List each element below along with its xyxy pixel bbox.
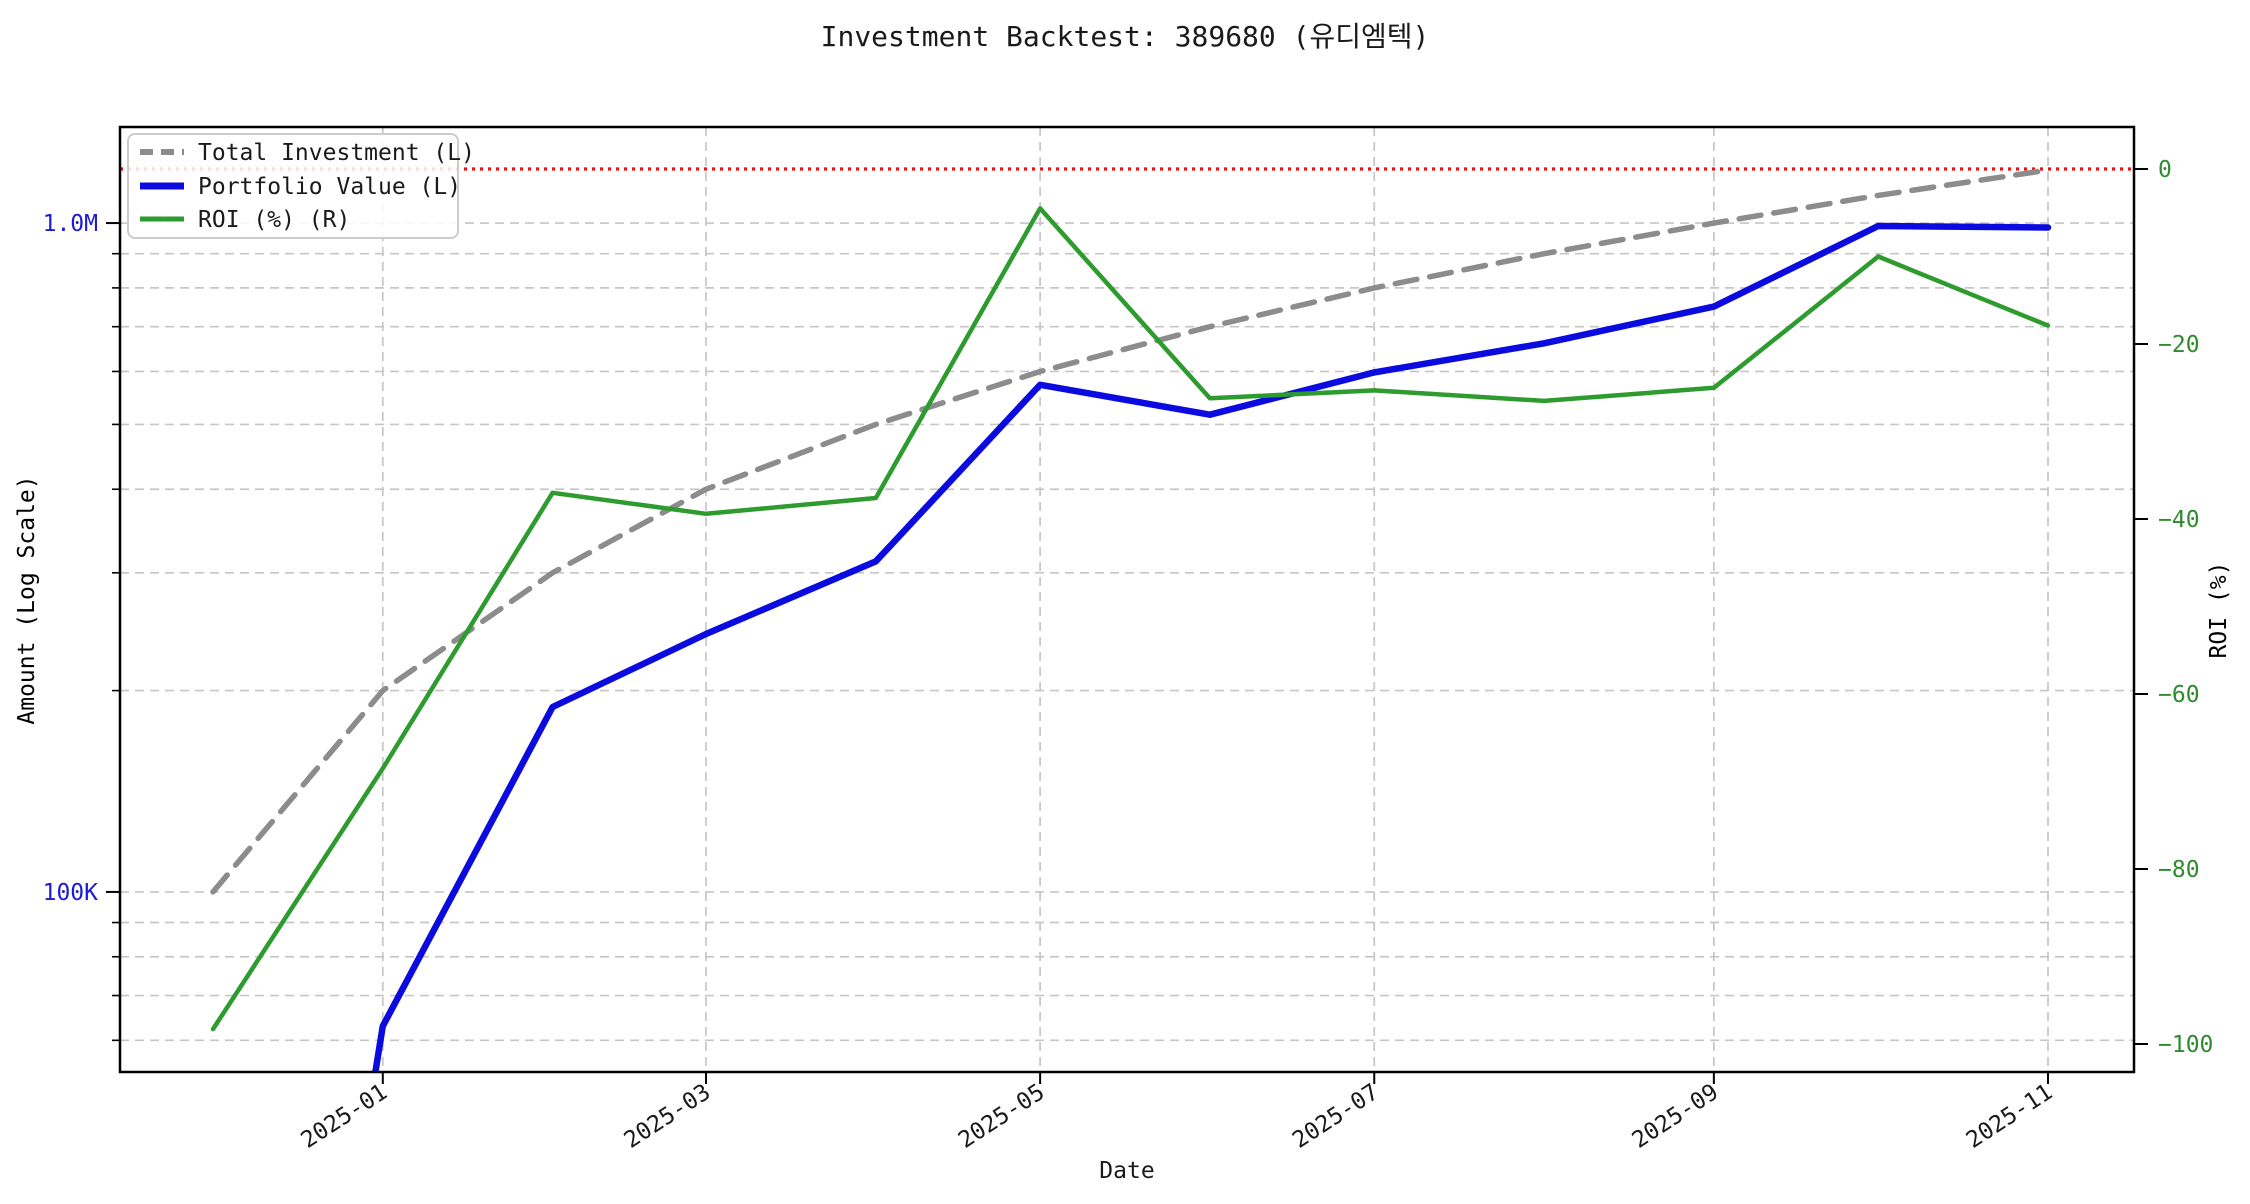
legend-box (127, 133, 459, 239)
right-tick-label: −100 (2158, 1032, 2213, 1058)
portfolio-value-line (372, 222, 2052, 1072)
x-tick-label: 2025-03 (620, 1079, 715, 1154)
legend-label: ROI (%) (R) (198, 207, 350, 233)
legend: Total Investment (L) Portfolio Value (L) R… (127, 133, 475, 239)
legend-label: Portfolio Value (L) (198, 174, 461, 200)
right-tick-label: −80 (2158, 857, 2200, 883)
legend-label: Total Investment (L) (198, 140, 475, 166)
data-series (210, 167, 2052, 1072)
x-tick-label: 2025-01 (297, 1079, 392, 1154)
left-tick-label: 100K (43, 880, 99, 906)
left-tick-label: 1.0M (43, 211, 98, 237)
grid-lines (120, 127, 2134, 1072)
right-tick-label: −40 (2158, 507, 2200, 533)
x-tick-label: 2025-05 (954, 1079, 1049, 1154)
x-axis-label: Date (1099, 1158, 1154, 1184)
right-axis-label: ROI (%) (2206, 562, 2232, 659)
x-tick-label: 2025-09 (1628, 1079, 1723, 1154)
right-tick-label: −60 (2158, 682, 2200, 708)
roi-line (210, 206, 2051, 1032)
plot-border (118, 125, 2136, 1074)
right-tick-label: −20 (2158, 332, 2200, 358)
total-investment-line (210, 167, 2051, 895)
left-axis-label: Amount (Log Scale) (14, 475, 40, 724)
right-tick-label: 0 (2158, 157, 2172, 183)
x-tick-label: 2025-07 (1288, 1079, 1383, 1154)
axis-ticks (106, 168, 2148, 1084)
chart-title: Investment Backtest: 389680 (유디엠텍) (821, 20, 1430, 53)
x-tick-label: 2025-11 (1962, 1079, 2057, 1154)
